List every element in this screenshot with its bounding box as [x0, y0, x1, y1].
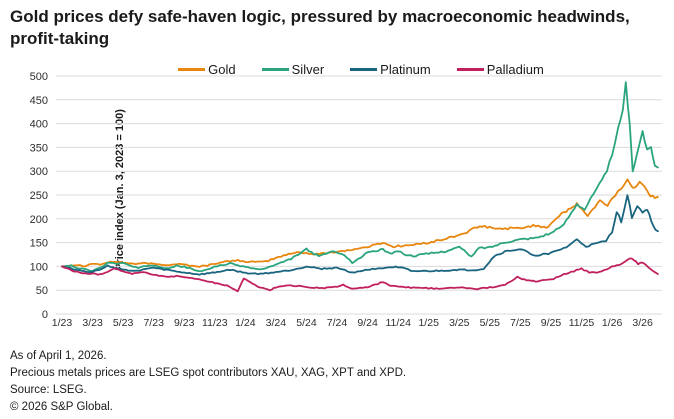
footnote-copyright: © 2026 S&P Global.: [10, 401, 113, 413]
chart-legend: Gold Silver Platinum Palladium: [62, 61, 660, 77]
y-tick-label-50: 50: [36, 285, 48, 297]
x-tick-label-7/25: 7/25: [510, 317, 531, 329]
x-tick-label-1/25: 1/25: [418, 317, 439, 329]
footnote-as-of-date: As of April 1, 2026.: [10, 350, 107, 362]
series-line-gold: [61, 178, 659, 268]
legend-swatch-platinum: [350, 67, 378, 71]
x-tick-label-3/25: 3/25: [449, 317, 470, 329]
legend-swatch-gold: [178, 67, 206, 71]
y-tick-label-0: 0: [42, 309, 48, 321]
footnote-description: Precious metals prices are LSEG spot con…: [10, 367, 407, 379]
x-tick-label-9/24: 9/24: [357, 317, 378, 329]
legend-label: Platinum: [380, 61, 431, 77]
x-tick-label-9/23: 9/23: [174, 317, 195, 329]
x-tick-label-5/25: 5/25: [480, 317, 501, 329]
x-tick-label-3/23: 3/23: [82, 317, 103, 329]
x-tick-label-7/24: 7/24: [327, 317, 348, 329]
y-tick-label-300: 300: [30, 166, 48, 178]
legend-swatch-silver: [261, 67, 289, 71]
legend-item-gold: Gold: [178, 61, 236, 77]
footnote-source: Source: LSEG.: [10, 384, 87, 396]
series-line-platinum: [61, 194, 659, 276]
y-tick-label-500: 500: [30, 71, 48, 83]
legend-label: Palladium: [486, 61, 544, 77]
legend-label: Gold: [208, 61, 236, 77]
x-tick-label-3/26: 3/26: [632, 317, 653, 329]
chart-title: Gold prices defy safe-haven logic, press…: [10, 7, 630, 48]
y-tick-label-100: 100: [30, 261, 48, 273]
legend-swatch-palladium: [456, 67, 484, 71]
y-tick-label-250: 250: [30, 190, 48, 202]
series-line-palladium: [61, 257, 659, 293]
y-tick-label-150: 150: [30, 238, 48, 250]
x-tick-label-1/23: 1/23: [52, 317, 73, 329]
y-tick-label-200: 200: [30, 214, 48, 226]
y-tick-label-350: 350: [30, 142, 48, 154]
x-tick-label-9/25: 9/25: [541, 317, 562, 329]
y-tick-label-400: 400: [30, 119, 48, 131]
x-tick-label-11/23: 11/23: [202, 317, 228, 329]
x-tick-label-1/24: 1/24: [235, 317, 256, 329]
y-tick-label-450: 450: [30, 95, 48, 107]
legend-item-palladium: Palladium: [456, 61, 544, 77]
x-tick-label-11/25: 11/25: [569, 317, 595, 329]
x-tick-label-1/26: 1/26: [602, 317, 623, 329]
x-tick-label-3/24: 3/24: [266, 317, 287, 329]
chart-footnotes: As of April 1, 2026. Precious metals pri…: [10, 348, 664, 416]
x-tick-label-11/24: 11/24: [385, 317, 411, 329]
x-tick-label-5/24: 5/24: [296, 317, 317, 329]
x-tick-label-5/23: 5/23: [113, 317, 134, 329]
x-tick-label-7/23: 7/23: [143, 317, 164, 329]
chart-canvas: 0 50 100 150 200 250 300 350 400 450 500 1/23 3/23 5/…: [30, 71, 662, 329]
legend-item-silver: Silver: [261, 61, 325, 77]
legend-item-platinum: Platinum: [350, 62, 431, 77]
legend-label: Silver: [291, 61, 325, 77]
series-line-silver: [61, 81, 659, 273]
